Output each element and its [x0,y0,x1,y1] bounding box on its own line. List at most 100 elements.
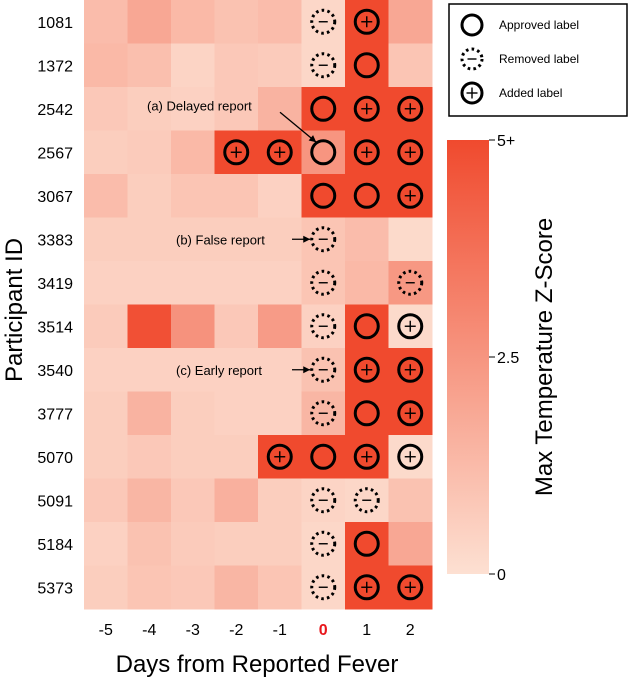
heatmap-cell-1372-day--4 [127,43,172,88]
heatmap-cell-2542-day--2 [214,87,259,131]
heatmap-cell-5070-day--2 [214,435,259,479]
x-axis-label: Days from Reported Fever [116,651,399,678]
removed-marker-1372-day-0 [310,52,337,79]
y-tick-label: 3540 [37,363,73,380]
colorbar: 0 2.5 5+ [447,133,519,584]
heatmap-cell-1081-day--4 [127,0,172,44]
heatmap-cell-5184-day--2 [214,522,259,566]
approved-marker-3777-day-1 [353,400,380,427]
added-marker-5373-day-1 [353,574,380,601]
removed-marker-5091-day-0 [310,487,337,514]
heatmap-cell-3419-day-1 [345,261,389,305]
colorbar-label: Max Temperature Z-Score [531,218,558,496]
heatmap-cell-1081-day--2 [214,0,259,44]
added-marker-2567-day-1 [353,139,380,166]
heatmap-cell-5091-day--4 [127,478,172,523]
annotation-arrowhead [308,135,317,143]
approved-marker-5070-day-0 [310,443,337,470]
heatmap-cell-1372-day--1 [258,43,302,88]
approved-marker-2567-day-0 [310,139,337,166]
heatmap-cell-3419-day--5 [84,261,128,305]
removed-marker-3419-day-0 [310,269,337,296]
heatmap-cell-3383-day-2 [388,217,433,262]
heatmap-cell-5091-day-2 [388,478,433,523]
y-tick-label: 3777 [37,406,73,423]
y-tick-label: 3419 [37,276,73,293]
annotation-2: (c) Early report [176,363,311,378]
heatmap-cell-3419-day--4 [127,261,172,305]
heatmap-cell-3777-day--3 [171,391,215,436]
heatmap-cell-5184-day-2 [388,522,433,566]
y-tick-label: 2567 [37,145,73,162]
heatmap-cell-2567-day--5 [84,130,128,175]
x-tick-label: -5 [99,622,113,639]
added-marker-1081-day-1 [353,8,380,35]
heatmap-cell-1372-day--5 [84,43,128,88]
y-tick-label: 2542 [37,102,73,119]
heatmap-cell-3777-day--5 [84,391,128,436]
heatmap-cell-3514-day-1 [345,304,389,349]
y-tick-label: 5373 [37,580,73,597]
heatmap-cell-5091-day--2 [214,478,259,523]
heatmap-cell-3419-day--2 [214,261,259,305]
legend-label-added: Added label [499,86,562,100]
heatmap-cell-3067-day--4 [127,174,172,218]
legend: Approved label Removed label Added label [448,3,628,117]
heatmap-cell-1081-day--5 [84,0,128,44]
heatmap-cell-5373-day--5 [84,565,128,610]
heatmap-cell-5091-day--1 [258,478,302,523]
x-tick-label: 1 [362,622,371,639]
colorbar-tick-label: 2.5 [497,350,519,367]
label-markers [223,8,424,601]
legend-approved-icon [460,13,484,37]
x-tick-label: 0 [319,622,328,639]
y-tick-label: 3383 [37,232,73,249]
added-marker-2567-day-2 [397,139,424,166]
annotation-1: (b) False report [176,232,311,247]
y-tick-label: 5070 [37,450,73,467]
annotation-arrowhead [303,235,311,243]
heatmap-cell-1372-day--2 [214,43,259,88]
removed-marker-3540-day-0 [310,356,337,383]
heatmap-cell-3067-day--1 [258,174,302,218]
heatmap-cells [84,0,433,610]
added-marker-5373-day-2 [397,574,424,601]
x-tick-labels: -5 -4 -3 -2 -1 0 1 2 [99,622,415,639]
heatmap-cell-3777-day--4 [127,391,172,436]
heatmap-cell-1372-day-1 [345,43,389,88]
x-tick-label: -4 [142,622,156,639]
heatmap-cell-5091-day--3 [171,478,215,523]
heatmap-cell-3777-day-1 [345,391,389,436]
added-marker-3540-day-1 [353,356,380,383]
heatmap-cell-2567-day--3 [171,130,215,175]
y-tick-label: 3514 [37,319,73,336]
colorbar-tick-label: 0 [497,567,506,584]
heatmap-cell-5373-day--3 [171,565,215,610]
colorbar-gradient [447,140,489,574]
added-marker-3777-day-2 [397,400,424,427]
y-axis-label: Participant ID [1,238,28,382]
y-tick-label: 1081 [37,15,73,32]
heatmap-cell-3383-day-1 [345,217,389,262]
removed-marker-3777-day-0 [310,400,337,427]
approved-marker-5184-day-1 [353,530,380,557]
heatmap-cell-1081-day--3 [171,0,215,44]
annotation-text: (a) Delayed report [147,98,252,113]
legend-added-icon [460,81,484,105]
heatmap-cell-3067-day--5 [84,174,128,218]
heatmap-cell-3383-day--2 [214,217,259,262]
heatmap-cell-3419-day--1 [258,261,302,305]
heatmap-cell-1372-day--3 [171,43,215,88]
heatmap-cell-2567-day-0 [301,130,346,175]
removed-marker-1081-day-0 [310,8,337,35]
heatmap-cell-3540-day--3 [171,348,215,392]
colorbar-tick-label: 5+ [497,133,515,150]
heatmap-cell-3514-day--5 [84,304,128,349]
heatmap-cell-5373-day--2 [214,565,259,610]
heatmap-cell-1081-day-2 [388,0,433,44]
approved-marker-2542-day-0 [310,95,337,122]
heatmap-cell-3514-day--1 [258,304,302,349]
y-tick-label: 5091 [37,493,73,510]
